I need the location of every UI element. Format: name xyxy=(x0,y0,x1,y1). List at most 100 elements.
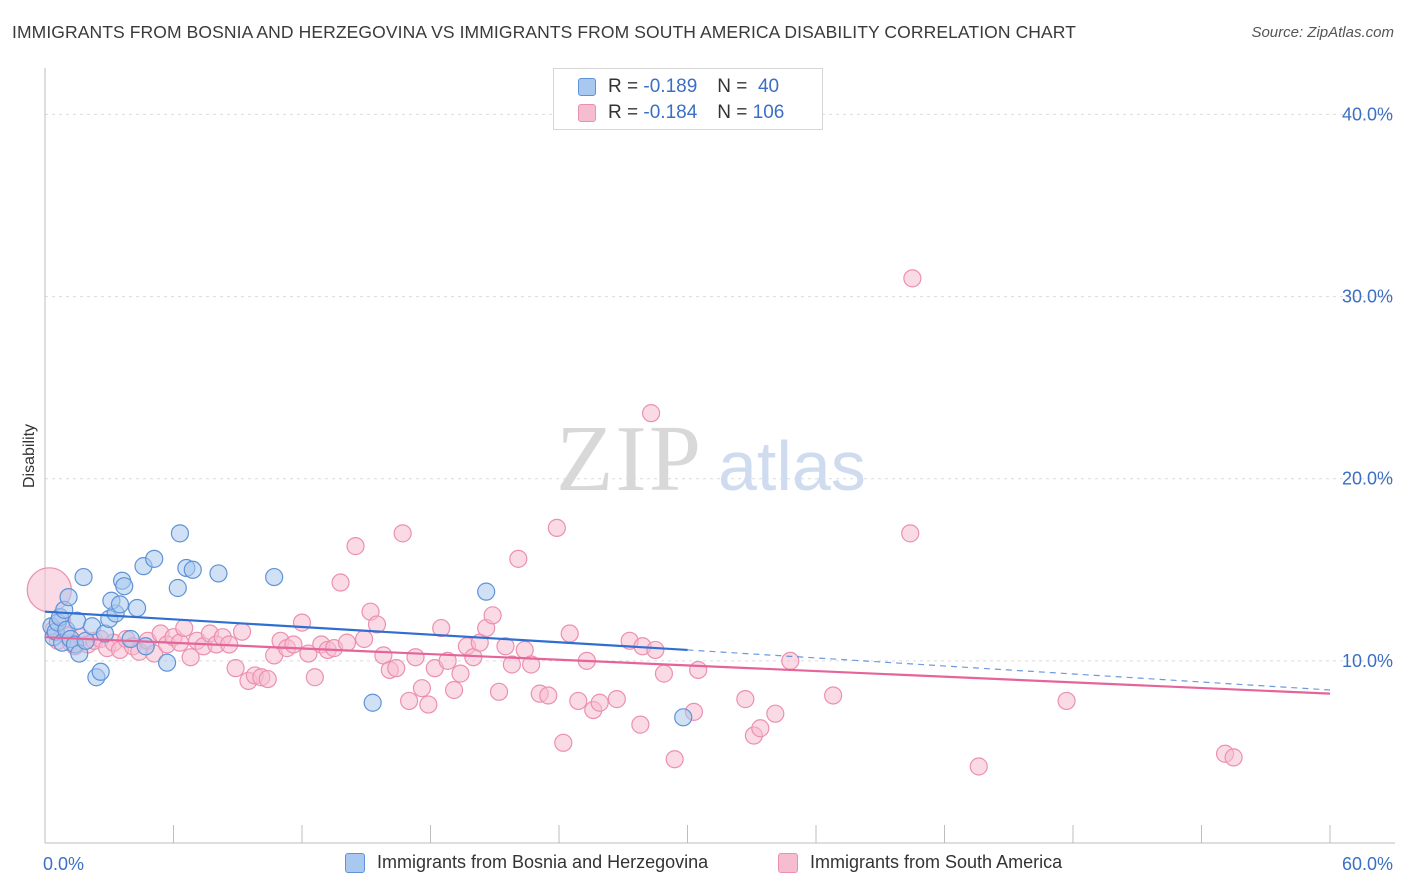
watermark: ZIP atlas xyxy=(556,407,866,511)
south-america-point xyxy=(451,664,470,683)
axes xyxy=(44,68,1395,844)
bosnia-point xyxy=(157,653,177,672)
south-america-point xyxy=(1057,691,1076,711)
south-america-point xyxy=(438,651,457,670)
south-america-point xyxy=(331,573,350,592)
watermark-zip: ZIP xyxy=(556,407,703,511)
y-tick-label: 10.0% xyxy=(1342,651,1393,671)
south-america-point xyxy=(181,648,200,667)
south-america-point xyxy=(607,690,626,709)
legend-r-value: -0.189 xyxy=(643,76,698,97)
south-america-point xyxy=(554,733,573,752)
bosnia-point xyxy=(170,524,190,543)
south-america-point xyxy=(766,704,785,723)
south-america-point xyxy=(522,655,541,674)
south-america-point xyxy=(419,695,438,714)
south-america-point xyxy=(824,686,843,705)
bosnia-point xyxy=(477,582,496,601)
south-america-point xyxy=(901,524,920,543)
legend-row-south-america: R = -0.184 N = 106 xyxy=(578,101,784,125)
legend-n-label: N = xyxy=(717,102,748,123)
south-america-point xyxy=(631,715,650,734)
south-america-point xyxy=(292,613,312,632)
south-america-point xyxy=(483,606,502,625)
y-axis-label: Disability xyxy=(21,424,38,488)
x-tick-labels: 0.0% 60.0% xyxy=(43,854,1393,874)
series-bosnia-points xyxy=(42,524,693,727)
south-america-point xyxy=(539,686,558,705)
south-america-point xyxy=(689,660,708,680)
south-america-point xyxy=(654,664,674,683)
y-tick-label: 40.0% xyxy=(1342,104,1393,124)
bottom-legend-swatch-south-america xyxy=(778,852,798,873)
south-america-point xyxy=(641,404,661,423)
south-america-point xyxy=(502,655,521,674)
south-america-point xyxy=(258,669,277,689)
south-america-point xyxy=(284,635,303,654)
legend-n-value: 40 xyxy=(757,76,780,97)
bosnia-point xyxy=(59,588,78,607)
legend-r-label: R = xyxy=(608,102,639,123)
bosnia-point xyxy=(674,708,693,727)
y-tick-label: 20.0% xyxy=(1342,469,1393,489)
south-america-point xyxy=(399,691,419,711)
south-america-point xyxy=(412,679,432,698)
south-america-point xyxy=(346,537,365,556)
bottom-legend-bosnia: Immigrants from Bosnia and Herzegovina xyxy=(345,852,708,873)
bosnia-point xyxy=(265,567,284,587)
bottom-legend-label-bosnia: Immigrants from Bosnia and Herzegovina xyxy=(377,852,709,872)
y-tick-label: 30.0% xyxy=(1342,287,1393,307)
bosnia-point xyxy=(168,578,187,598)
south-america-point xyxy=(781,651,800,670)
south-america-point xyxy=(547,518,566,537)
south-america-point xyxy=(337,633,357,652)
south-america-point xyxy=(903,269,922,288)
south-america-trend-line xyxy=(44,636,1331,695)
south-america-point xyxy=(367,615,387,634)
south-america-point xyxy=(232,622,252,641)
trend-lines xyxy=(44,610,1331,695)
bottom-legend: Immigrants from Bosnia and Herzegovina I… xyxy=(0,852,1406,878)
legend-r-label: R = xyxy=(608,76,639,97)
south-america-point xyxy=(509,549,528,568)
south-america-point xyxy=(489,682,509,701)
south-america-point xyxy=(560,624,579,643)
bottom-legend-label-south-america: Immigrants from South America xyxy=(810,852,1063,872)
south-america-point xyxy=(569,691,588,711)
legend-n-label: N = xyxy=(717,76,748,97)
x-tick-label: 60.0% xyxy=(1342,854,1393,874)
bosnia-trend-line xyxy=(44,610,688,652)
south-america-point xyxy=(432,618,451,638)
legend-row-bosnia: R = -0.189 N = 40 xyxy=(578,75,779,99)
watermark-atlas: atlas xyxy=(718,427,866,505)
south-america-point xyxy=(751,719,770,738)
legend-n-value: 106 xyxy=(752,102,785,123)
legend: R = -0.189 N = 40 R = -0.184 N = 106 xyxy=(553,68,823,130)
bosnia-point xyxy=(121,629,140,649)
bosnia-point xyxy=(91,662,110,681)
chart-title: IMMIGRANTS FROM BOSNIA AND HERZEGOVINA V… xyxy=(12,22,1077,42)
bosnia-point xyxy=(74,567,93,587)
legend-r-value: -0.184 xyxy=(643,102,698,123)
x-tick-label: 0.0% xyxy=(43,854,84,874)
south-america-point xyxy=(387,659,406,678)
bosnia-point xyxy=(183,560,202,579)
south-america-point xyxy=(736,690,755,709)
south-america-point xyxy=(496,637,515,656)
bosnia-point xyxy=(110,595,130,614)
south-america-point xyxy=(175,618,194,638)
bosnia-point xyxy=(145,549,164,568)
legend-swatch-south-america xyxy=(578,104,596,122)
bottom-legend-swatch-bosnia xyxy=(345,852,365,873)
south-america-point xyxy=(406,648,425,667)
y-tick-labels: 10.0% 20.0% 30.0% 40.0% xyxy=(1342,104,1393,670)
south-america-point xyxy=(590,693,609,712)
bottom-legend-south-america: Immigrants from South America xyxy=(778,852,1062,873)
south-america-point xyxy=(355,629,374,649)
south-america-point xyxy=(393,524,412,543)
legend-swatch-bosnia xyxy=(578,78,596,96)
south-america-point xyxy=(969,757,988,776)
bosnia-point xyxy=(363,693,382,712)
grid-lines xyxy=(45,113,1395,662)
